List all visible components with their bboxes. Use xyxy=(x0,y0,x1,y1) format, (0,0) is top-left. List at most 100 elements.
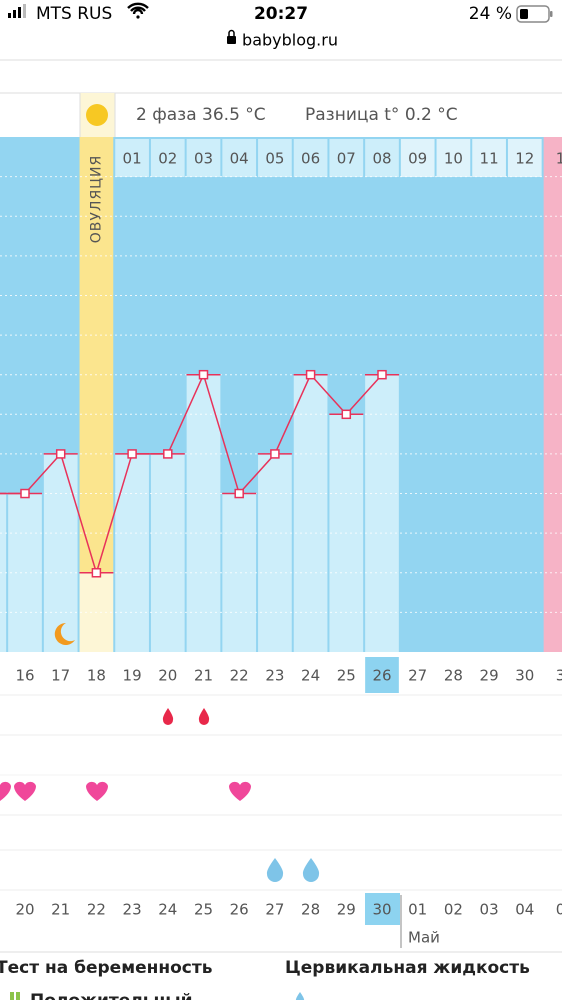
cycle-day-label: 04 xyxy=(230,150,249,168)
temperature-point xyxy=(20,488,30,499)
date-label: 19 xyxy=(123,667,142,685)
date-label: 22 xyxy=(230,667,249,685)
temperature-point xyxy=(377,369,387,380)
calendar-date: 20 xyxy=(15,901,34,919)
date-label: 17 xyxy=(51,667,70,685)
cycle-day-cell xyxy=(222,139,257,177)
ovulation-label: ОВУЛЯЦИЯ xyxy=(88,155,104,243)
temperature-point xyxy=(127,449,137,459)
cervical-fluid-title: Цервикальная жидкость xyxy=(285,958,530,978)
date-label: 28 xyxy=(444,667,463,685)
cycle-day-cell xyxy=(329,139,364,177)
calendar-date: 30 xyxy=(372,901,391,919)
temperature-column xyxy=(258,453,292,652)
calendar-date: 27 xyxy=(265,901,284,919)
calendar-date: 24 xyxy=(158,901,177,919)
temperature-column xyxy=(293,374,328,652)
calendar-date: 21 xyxy=(51,901,70,919)
temperature-point xyxy=(91,568,102,578)
clock: 20:27 xyxy=(254,4,308,24)
cycle-day-cell xyxy=(186,139,221,177)
date-label: 27 xyxy=(408,667,427,685)
symbol-rows xyxy=(0,694,562,891)
date-row-bg xyxy=(0,654,562,694)
temperature-point xyxy=(270,449,280,459)
carrier: MTS RUS xyxy=(36,4,112,24)
temperature-column xyxy=(186,374,221,652)
moon-icon xyxy=(54,622,75,645)
calendar-date: 22 xyxy=(87,901,106,919)
cycle-day-label: 10 xyxy=(444,150,463,168)
sun-icon xyxy=(86,104,108,126)
status-bar: MTS RUS 20:27 24 % xyxy=(8,2,553,24)
temperature-column xyxy=(365,374,399,652)
calendar-date: 02 xyxy=(444,901,463,919)
temperature-column xyxy=(0,493,7,652)
date-label: 26 xyxy=(372,667,391,685)
calendar-date: 03 xyxy=(480,901,499,919)
temperature-point xyxy=(341,409,352,420)
cycle-day-cell xyxy=(258,139,292,177)
date-label: 3 xyxy=(556,667,562,685)
date-label: 23 xyxy=(265,667,284,685)
temperature-point xyxy=(163,449,173,459)
today-highlight xyxy=(365,657,399,693)
calendar-date: 0 xyxy=(556,901,562,919)
cycle-day-label: 05 xyxy=(265,150,284,168)
next-cycle-column xyxy=(543,137,562,652)
calendar-row: Май 20 21 22 23 24 25 26 27 28 29 30 01 02 03 04 0 xyxy=(15,893,562,948)
calendar-date: 26 xyxy=(230,901,249,919)
cycle-day-cell xyxy=(293,139,328,177)
date-label: 29 xyxy=(480,667,499,685)
calendar-date: 28 xyxy=(301,901,320,919)
date-label: 18 xyxy=(87,667,106,685)
calendar-date: 23 xyxy=(123,901,142,919)
date-label: 25 xyxy=(337,667,356,685)
date-label: 21 xyxy=(194,667,213,685)
temperature-point xyxy=(198,369,209,380)
date-label: 30 xyxy=(515,667,534,685)
cycle-day-label: 11 xyxy=(480,150,499,168)
cycle-day-label: 02 xyxy=(158,150,177,168)
calendar-date: 29 xyxy=(337,901,356,919)
calendar-date: 01 xyxy=(408,901,427,919)
cycle-day-cell xyxy=(365,139,399,177)
cycle-day-label: 07 xyxy=(337,150,356,168)
heart-icons xyxy=(0,781,251,801)
month-label: Май xyxy=(408,929,440,947)
fluid-icons xyxy=(266,858,320,882)
cycle-day-cell xyxy=(436,139,471,177)
date-label: 20 xyxy=(158,667,177,685)
cycle-day-label: 03 xyxy=(194,150,213,168)
cycle-day-cell xyxy=(150,139,185,177)
temperature-point xyxy=(55,449,66,459)
cycle-day-cell xyxy=(400,139,435,177)
cycle-day-label: 08 xyxy=(372,150,391,168)
calendar-date: 25 xyxy=(194,901,213,919)
cycle-day-label: 12 xyxy=(515,150,534,168)
ovulation-column xyxy=(79,137,114,573)
battery-percent: 24 % xyxy=(469,4,512,24)
calendar-date: 04 xyxy=(515,901,534,919)
cycle-day-label: 06 xyxy=(301,150,320,168)
date-label: 16 xyxy=(15,667,34,685)
temperature-column xyxy=(43,453,78,652)
temperature-column xyxy=(150,453,185,652)
url[interactable]: babyblog.ru xyxy=(242,31,338,50)
temperature-line xyxy=(0,372,383,576)
phase-average: 2 фаза 36.5 °C xyxy=(136,105,266,125)
cycle-day-cell xyxy=(472,139,506,177)
temperature-column xyxy=(115,453,149,652)
cycle-day-cell xyxy=(507,139,542,177)
chart-header: 2 фаза 36.5 °C Разница t° 0.2 °C xyxy=(0,92,562,137)
cycle-day-cell xyxy=(115,139,149,177)
temperature-difference: Разница t° 0.2 °C xyxy=(305,105,458,125)
cycle-day-label: 01 xyxy=(123,150,142,168)
bleeding-icons xyxy=(162,708,210,725)
legend: Тест на беременность Цервикальная жидкос… xyxy=(0,951,562,1000)
address-bar[interactable]: babyblog.ru xyxy=(227,29,338,50)
cycle-day-label: 09 xyxy=(408,150,427,168)
temperature-point xyxy=(234,488,244,499)
